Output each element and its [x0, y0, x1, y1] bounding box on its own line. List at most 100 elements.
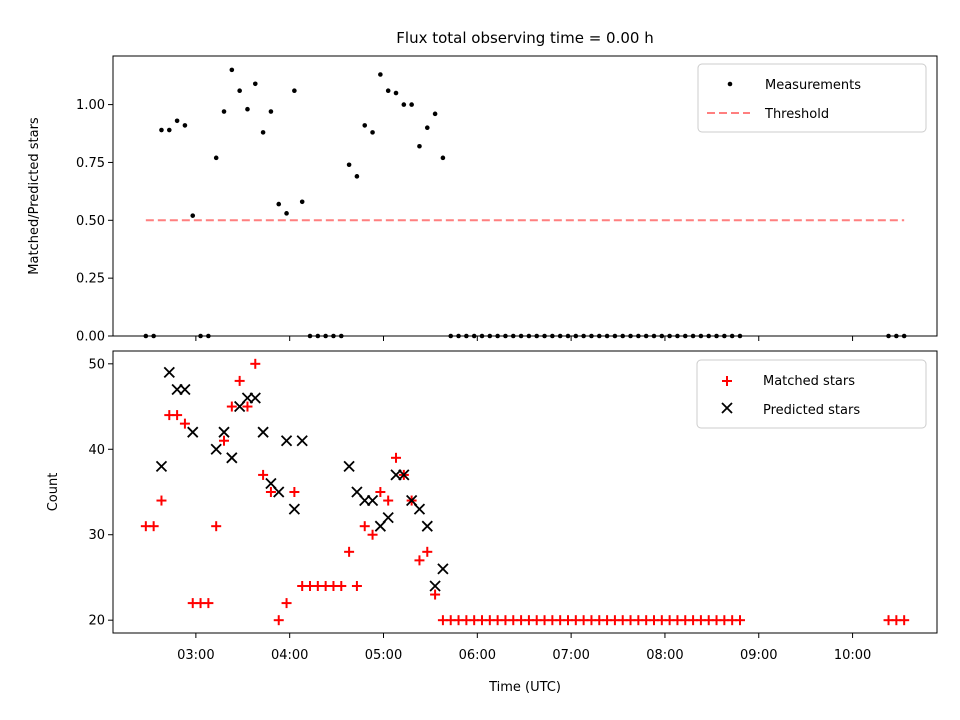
top-axes: Flux total observing time = 0.00 h Match… [27, 29, 938, 345]
predicted-star-point [273, 486, 285, 498]
legend-measurements-label: Measurements [765, 78, 861, 93]
predicted-star-point [226, 452, 238, 464]
bottom-axes: Count Time (UTC) 20 30 40 50 03:00 04:00 05:00… [46, 350, 938, 695]
measurement-point [292, 88, 297, 94]
predicted-star-point [343, 460, 355, 473]
x-tick-label: 03:00 [177, 648, 214, 663]
x-tick-label: 04:00 [271, 648, 308, 663]
measurement-point [370, 130, 375, 135]
measurement-point [252, 81, 258, 87]
matched-star-point [336, 581, 347, 591]
measurement-point [182, 123, 188, 128]
measurement-point [346, 162, 352, 168]
measurement-point [378, 72, 383, 77]
matched-star-point [344, 546, 355, 557]
measurement-point [166, 127, 172, 133]
legend-measurements-marker [727, 81, 733, 87]
x-tick-label: 10:00 [834, 648, 871, 663]
measurement-point [221, 109, 227, 114]
matched-star-point [383, 495, 394, 506]
y-tick-label: 50 [88, 357, 105, 372]
predicted-star-point [155, 460, 168, 473]
top-axis-ticks: 0.00 0.25 0.50 0.75 1.00 [76, 98, 854, 345]
predicted-star-point [366, 494, 379, 507]
y-tick-label: 20 [88, 614, 105, 629]
matched-star-point [734, 615, 745, 626]
measurement-point [276, 201, 282, 207]
matched-star-point [351, 581, 362, 591]
measurement-point [299, 199, 305, 205]
predicted-star-point [413, 503, 426, 515]
y-tick-label: 0.75 [76, 156, 105, 171]
measurement-point [393, 90, 399, 96]
matched-star-point [414, 555, 425, 566]
matched-star-point [258, 469, 269, 480]
measurement-point [268, 109, 274, 114]
matched-star-point [281, 598, 292, 609]
measurement-point [424, 125, 430, 131]
matched-star-point [375, 487, 386, 497]
x-tick-label: 06:00 [459, 648, 496, 663]
predicted-star-point [218, 426, 230, 438]
matched-star-point [430, 589, 441, 600]
predicted-star-point [210, 443, 222, 455]
predicted-star-point [280, 435, 293, 447]
x-axis-label: Time (UTC) [488, 680, 561, 695]
matched-star-point [899, 615, 910, 626]
measurement-point [401, 102, 407, 107]
predicted-star-point [249, 392, 261, 404]
predicted-star-point [288, 503, 301, 515]
matched-star-point [211, 521, 222, 532]
measurement-point [440, 155, 446, 161]
matched-star-point [391, 452, 402, 463]
matched-star-point [226, 401, 237, 412]
measurement-point [237, 88, 242, 94]
y-tick-label: 1.00 [76, 98, 105, 113]
bottom-axes-frame [112, 350, 938, 634]
measurement-point [409, 102, 414, 107]
chart-title: Flux total observing time = 0.00 h [396, 29, 653, 47]
bottom-axis-ticks: 20 30 40 50 03:00 04:00 05:00 06:00 07:00 08:00 09… [88, 357, 871, 663]
measurement-point [385, 88, 391, 94]
y-tick-label: 0.00 [76, 330, 105, 345]
predicted-star-point [437, 563, 449, 575]
predicted-star-point [163, 366, 175, 379]
bottom-legend: Matched stars Predicted stars [696, 359, 927, 429]
legend-matched-label: Matched stars [763, 374, 855, 389]
x-tick-label: 07:00 [552, 648, 589, 663]
measurement-point [245, 106, 250, 112]
predicted-star-point [421, 520, 433, 532]
matched-star-point [289, 487, 300, 497]
matched-star-point [422, 546, 433, 557]
y-tick-label: 40 [88, 443, 105, 458]
predicted-star-point [179, 383, 191, 396]
measurement-point [174, 118, 180, 124]
predicted-star-point [257, 426, 269, 438]
legend-threshold-label: Threshold [764, 107, 829, 122]
measurement-point [284, 211, 289, 216]
legend-box [696, 359, 927, 429]
top-legend: Measurements Threshold [697, 63, 927, 133]
matched-star-point [203, 598, 214, 609]
y-tick-label: 0.50 [76, 214, 105, 229]
matched-star-point [265, 487, 276, 497]
measurement-point [354, 174, 360, 179]
legend-box [697, 63, 927, 133]
matched-star-point [156, 495, 167, 506]
matched-star-point [359, 521, 370, 532]
bottom-plot-marks [140, 358, 910, 626]
y-axis-label-ratio: Matched/Predicted stars [27, 117, 42, 275]
y-tick-label: 0.25 [76, 272, 105, 287]
y-tick-label: 30 [88, 528, 105, 543]
measurement-point [213, 155, 219, 161]
predicted-star-point [398, 469, 410, 481]
measurement-point [159, 127, 164, 133]
measurement-point [417, 143, 422, 149]
x-tick-label: 05:00 [365, 648, 402, 663]
matched-star-point [179, 418, 190, 429]
predicted-star-point [296, 435, 308, 447]
matched-star-point [219, 435, 230, 446]
matched-star-point [250, 358, 261, 369]
predicted-star-point [429, 580, 441, 592]
